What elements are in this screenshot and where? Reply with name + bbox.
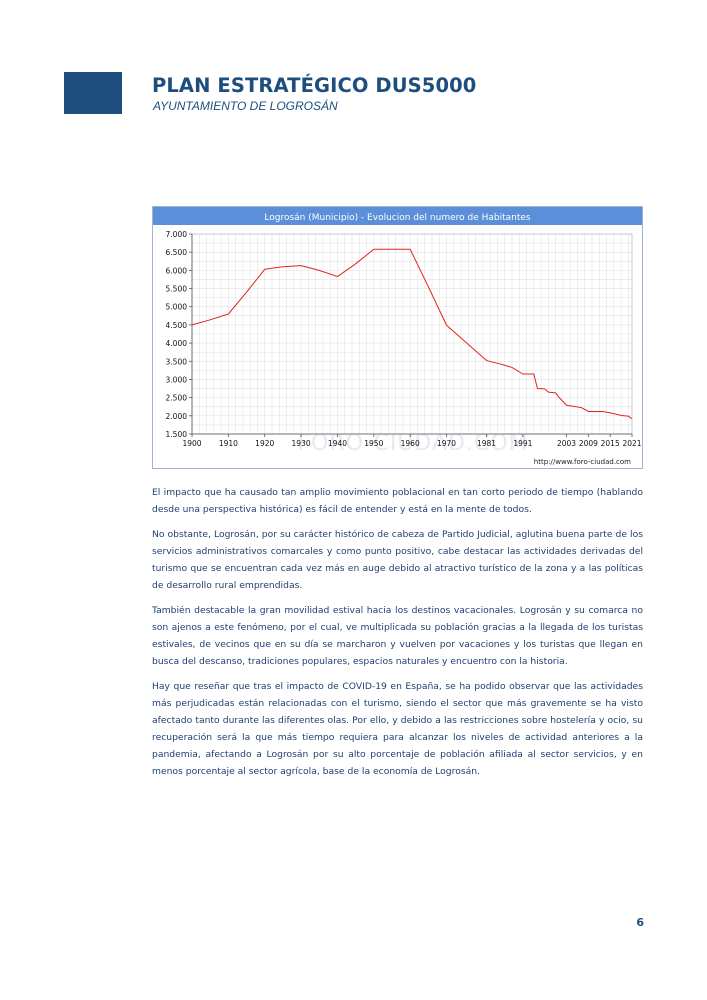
paragraph: No obstante, Logrosán, por su carácter h… bbox=[152, 529, 643, 591]
x-axis-ticks: 1900 1910 1920 1930 1940 1950 1960 1970 1981 1991… bbox=[182, 434, 642, 448]
population-chart: Logrosán (Municipio) - Evolucion del num… bbox=[152, 206, 643, 469]
chart-title: Logrosán (Municipio) - Evolucion del num… bbox=[264, 213, 531, 223]
body-text: El impacto que ha causado tan amplio mov… bbox=[152, 484, 643, 788]
y-tick-label: 6.000 bbox=[166, 266, 188, 275]
y-tick-label: 4.000 bbox=[166, 339, 188, 348]
y-tick-label: 2.500 bbox=[166, 394, 188, 403]
y-tick-label: 2.000 bbox=[166, 412, 188, 421]
chart-canvas: Logrosán (Municipio) - Evolucion del num… bbox=[153, 207, 642, 466]
document-title: PLAN ESTRATÉGICO DUS5000 bbox=[152, 74, 477, 97]
chart-axes bbox=[191, 234, 632, 435]
y-tick-label: 3.000 bbox=[166, 375, 188, 384]
x-tick-label: 1900 bbox=[182, 439, 201, 448]
y-tick-label: 5.000 bbox=[166, 303, 188, 312]
x-tick-label: 1950 bbox=[364, 439, 383, 448]
y-tick-label: 7.000 bbox=[166, 230, 188, 239]
y-tick-label: 1.500 bbox=[166, 430, 188, 439]
paragraph: Hay que reseñar que tras el impacto de C… bbox=[152, 681, 643, 777]
logo-block bbox=[64, 72, 122, 114]
chart-title-bar bbox=[153, 207, 642, 225]
x-tick-label: 1970 bbox=[437, 439, 456, 448]
chart-source: http://www.foro-ciudad.com bbox=[534, 458, 631, 466]
x-tick-label: 2003 bbox=[557, 439, 576, 448]
series-group bbox=[191, 248, 633, 420]
x-tick-label: 2009 bbox=[579, 439, 598, 448]
x-tick-label: 1910 bbox=[219, 439, 238, 448]
x-tick-label: 1960 bbox=[401, 439, 420, 448]
x-tick-label: 1991 bbox=[513, 439, 532, 448]
chart-watermark: FORO-CIUDAD.COM bbox=[297, 431, 528, 456]
x-tick-label: 2021 bbox=[622, 439, 641, 448]
paragraph: También destacable la gran movilidad est… bbox=[152, 605, 643, 667]
y-axis-ticks: 1.500 2.000 2.500 3.000 3.500 4.000 4.500 5.000… bbox=[166, 230, 192, 439]
x-tick-label: 2015 bbox=[601, 439, 620, 448]
y-tick-label: 6.500 bbox=[166, 248, 188, 257]
page-number: 6 bbox=[636, 916, 644, 929]
y-tick-label: 5.500 bbox=[166, 285, 188, 294]
x-tick-label: 1981 bbox=[477, 439, 496, 448]
y-tick-label: 4.500 bbox=[166, 321, 188, 330]
population-series-line bbox=[191, 248, 633, 420]
x-tick-label: 1930 bbox=[292, 439, 311, 448]
y-tick-label: 3.500 bbox=[166, 357, 188, 366]
x-tick-label: 1940 bbox=[328, 439, 347, 448]
document-subtitle: AYUNTAMIENTO DE LOGROSÁN bbox=[153, 99, 338, 113]
paragraph: El impacto que ha causado tan amplio mov… bbox=[152, 487, 643, 515]
x-tick-label: 1920 bbox=[255, 439, 274, 448]
